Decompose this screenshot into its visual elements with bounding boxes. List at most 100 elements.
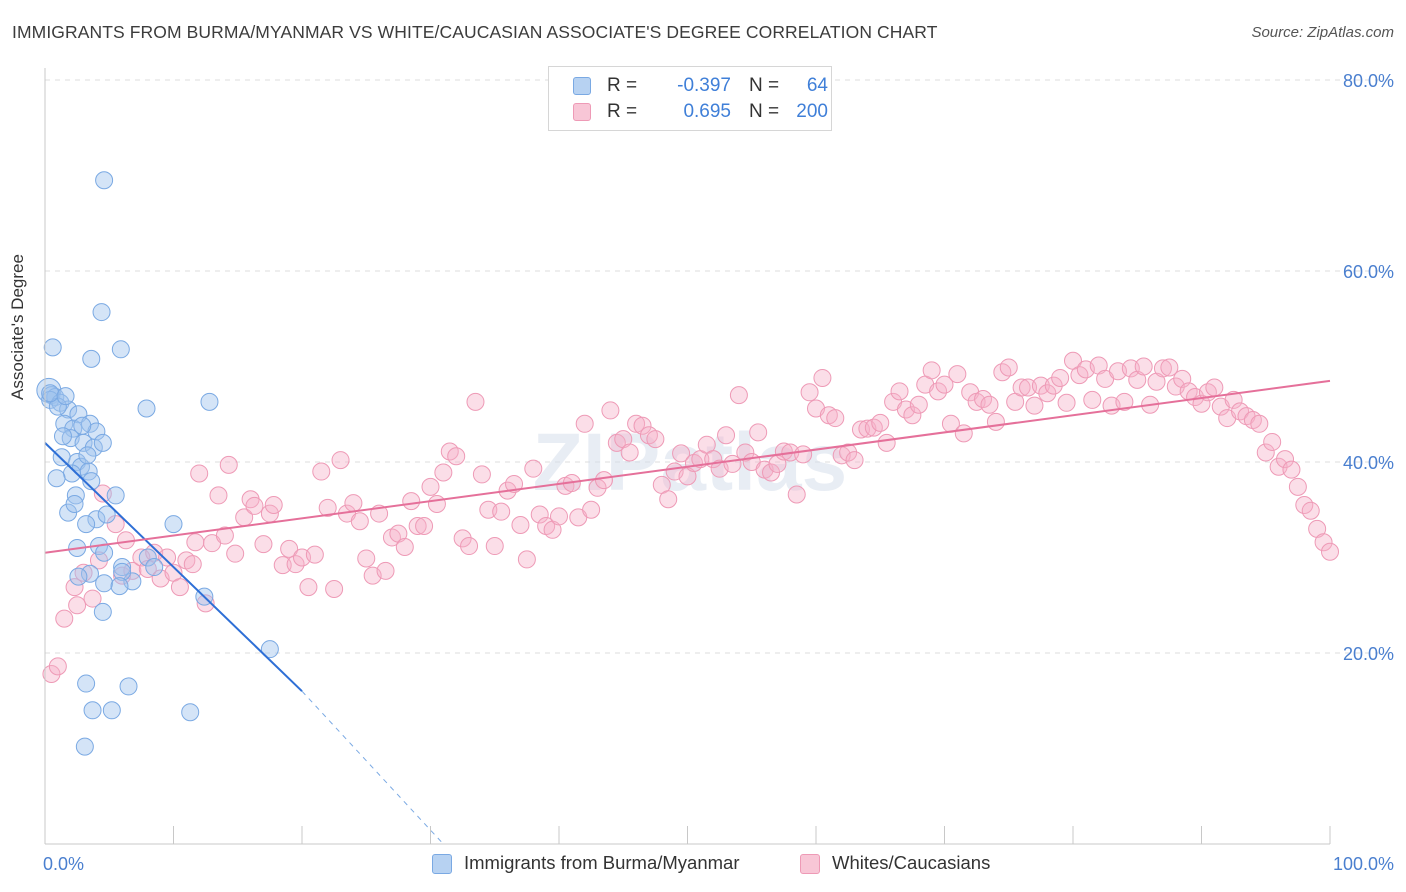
data-point-whites <box>106 515 125 534</box>
source-label: Source: ZipAtlas.com <box>1251 24 1394 41</box>
data-point-whites <box>774 442 793 461</box>
data-point-whites <box>1321 542 1339 561</box>
data-point-whites <box>65 578 84 597</box>
data-point-burma <box>111 340 130 359</box>
data-point-whites <box>672 444 691 463</box>
data-point-whites <box>871 413 890 432</box>
data-point-burma <box>73 416 92 435</box>
y-tick-label: 60.0% <box>1343 262 1394 282</box>
data-point-whites <box>219 455 238 474</box>
data-point-burma <box>260 640 279 659</box>
data-point-whites <box>736 443 755 462</box>
data-point-whites <box>264 495 283 514</box>
data-point-whites <box>331 451 350 470</box>
data-point-whites <box>659 490 678 509</box>
data-point-whites <box>170 578 189 597</box>
data-point-whites <box>440 442 459 461</box>
data-point-burma <box>164 515 183 534</box>
data-point-burma <box>82 349 101 368</box>
data-point-whites <box>1282 460 1301 479</box>
data-point-whites <box>517 550 536 569</box>
data-point-burma <box>80 414 99 433</box>
data-point-whites <box>575 414 594 433</box>
data-point-whites <box>845 451 864 470</box>
data-point-whites <box>286 555 305 574</box>
data-point-whites <box>1115 392 1134 411</box>
data-point-burma <box>52 448 71 467</box>
data-point-whites <box>633 416 652 435</box>
legend-swatch-blue <box>573 77 591 95</box>
data-point-whites <box>1231 402 1250 421</box>
y-tick-label: 20.0% <box>1343 644 1394 664</box>
data-point-whites <box>312 462 331 481</box>
data-point-burma <box>97 505 116 524</box>
data-point-burma <box>87 510 106 529</box>
data-point-whites <box>350 512 369 531</box>
data-point-whites <box>453 529 472 548</box>
data-point-burma <box>138 548 157 567</box>
data-point-burma <box>93 433 112 452</box>
data-point-whites <box>466 392 485 411</box>
data-point-whites <box>948 365 967 384</box>
data-point-whites <box>890 382 909 401</box>
data-point-burma <box>47 469 66 488</box>
data-point-burma <box>48 397 67 416</box>
data-point-burma <box>69 405 88 424</box>
data-point-burma <box>200 392 219 411</box>
tick-labels: 20.0% 40.0% 60.0% 80.0% 0.0% 100.0% <box>43 71 1394 874</box>
legend-r-value: -0.397 <box>677 75 731 96</box>
data-point-whites <box>485 537 504 556</box>
data-point-burma <box>41 384 60 403</box>
data-point-whites <box>427 495 446 514</box>
data-point-whites <box>318 498 337 517</box>
data-point-whites <box>1224 390 1243 409</box>
data-point-whites <box>582 500 601 519</box>
data-point-whites <box>472 465 491 484</box>
data-point-burma <box>77 515 96 534</box>
legend-n-label: N = <box>749 101 780 122</box>
data-point-whites <box>460 537 479 556</box>
correlation-legend: R = -0.397 N = 64 R = 0.695 N = 200 <box>548 66 832 131</box>
data-point-burma <box>83 701 102 720</box>
data-point-whites <box>1134 357 1153 376</box>
data-point-whites <box>376 561 395 580</box>
x-tick-label: 100.0% <box>1333 854 1394 874</box>
data-point-whites <box>280 539 299 558</box>
data-point-whites <box>1025 396 1044 415</box>
data-point-whites <box>68 596 87 615</box>
bottom-legend-label: Whites/Caucasians <box>832 852 991 873</box>
trend-lines <box>44 379 1331 845</box>
data-point-whites <box>505 474 524 493</box>
data-point-whites <box>550 507 568 526</box>
data-point-burma <box>82 472 101 491</box>
data-point-whites <box>344 494 363 513</box>
bottom-legend-label: Immigrants from Burma/Myanmar <box>464 852 740 873</box>
data-point-whites <box>1153 359 1172 378</box>
data-point-whites <box>226 544 245 563</box>
data-point-whites <box>954 424 973 443</box>
data-point-whites <box>620 443 639 462</box>
data-point-whites <box>909 395 928 414</box>
data-point-whites <box>794 445 813 464</box>
legend-r-label: R = <box>607 101 638 122</box>
data-point-whites <box>1044 376 1063 395</box>
legend-r-label: R = <box>607 75 638 96</box>
data-point-burma <box>95 171 114 190</box>
data-point-whites <box>183 555 202 574</box>
data-point-whites <box>273 556 292 575</box>
data-point-whites <box>42 665 61 684</box>
legend-r-value: 0.695 <box>683 101 731 122</box>
data-point-burma <box>137 399 156 418</box>
data-point-whites <box>254 535 273 554</box>
data-point-whites <box>48 657 67 676</box>
data-point-burma <box>92 303 111 322</box>
data-point-burma <box>95 574 114 593</box>
data-point-whites <box>408 516 427 535</box>
data-point-whites <box>511 516 530 535</box>
data-point-burma <box>80 564 99 583</box>
data-point-burma <box>59 400 78 419</box>
data-point-whites <box>434 463 453 482</box>
data-point-whites <box>1250 414 1269 433</box>
data-point-whites <box>158 548 177 567</box>
